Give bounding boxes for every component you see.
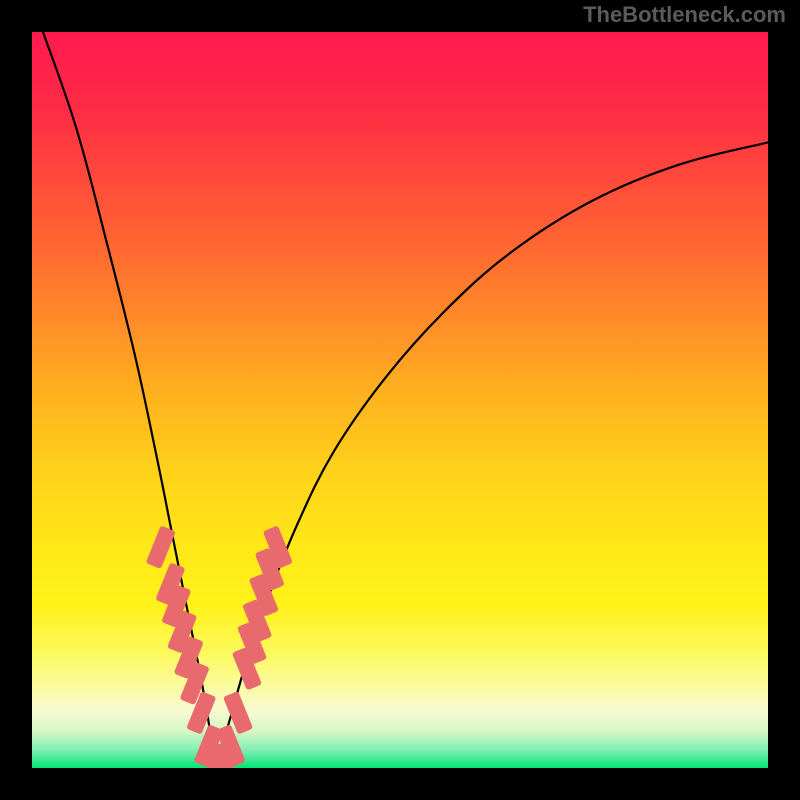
watermark-text: TheBottleneck.com <box>583 2 786 28</box>
chart-outer-frame: TheBottleneck.com <box>0 0 800 800</box>
bottleneck-chart <box>32 32 768 768</box>
gradient-background <box>32 32 768 768</box>
plot-area <box>32 32 768 768</box>
